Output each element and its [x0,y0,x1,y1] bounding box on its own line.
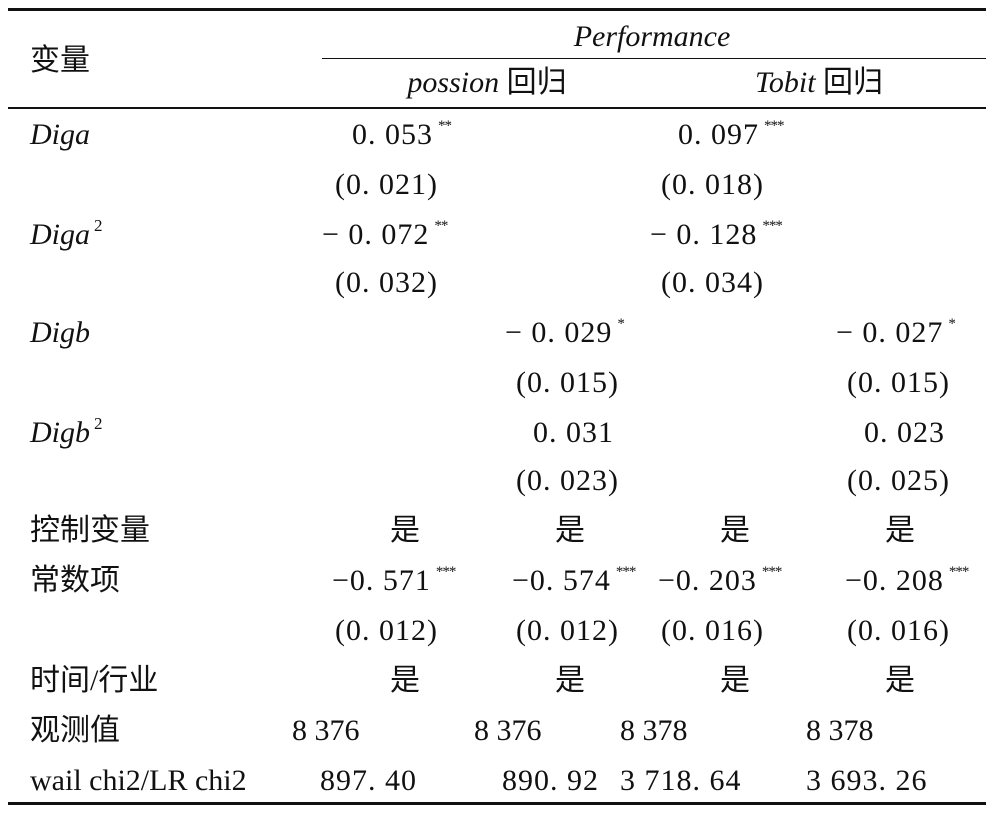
cell-chi2-c4: 3 693. 26 [806,764,928,797]
digb-c2-value: − 0. 029 [505,316,613,349]
cell-diga-c3: 0. 097 *** [678,118,784,157]
cell-time-c2: 是 [555,664,585,697]
cell-digb-se-c4: (0. 015) [847,366,950,399]
row-label-diga: Diga [30,118,90,151]
performance-header: Performance [573,20,731,53]
cell-diga-se-c3: (0. 018) [661,168,764,201]
cell-controls-c4: 是 [885,514,915,547]
diga-c1-value: 0. 053 [352,118,433,151]
diga2-c3-stars: *** [762,218,782,234]
diga2-label: Diga [30,218,90,251]
row-label-diga2: Diga 2 [30,216,103,256]
diga-c3-value: 0. 097 [678,118,759,151]
bottom-rule [8,802,986,805]
const-c4-stars: *** [948,564,969,580]
diga-c3-stars: *** [764,118,784,134]
diga2-c1-value: − 0. 072 [322,218,430,251]
cell-diga2-c1: − 0. 072 ** [322,218,448,257]
cell-const-se-c4: (0. 016) [847,614,950,647]
row-label-controls: 控制变量 [30,514,150,547]
row-label-time-industry: 时间/行业 [30,664,159,697]
cell-diga-se-c1: (0. 021) [335,168,438,201]
cell-controls-c3: 是 [720,514,750,547]
cell-diga2-c3: − 0. 128 *** [650,218,783,257]
digb2-superscript: 2 [94,414,103,433]
const-c2-stars: *** [615,564,636,580]
cell-const-se-c3: (0. 016) [661,614,764,647]
cell-const-c2: −0. 574 *** [512,564,636,603]
row-label-digb: Digb [30,316,90,349]
const-c3-value: −0. 203 [658,564,757,597]
cell-chi2-c2: 890. 92 [502,764,599,797]
cell-digb2-se-c4: (0. 025) [847,464,950,497]
cell-diga2-se-c3: (0. 034) [661,266,764,299]
cell-obs-c1: 8 376 [292,714,360,747]
group-rule [322,58,986,59]
digb-c4-value: − 0. 027 [836,316,944,349]
const-c4-value: −0. 208 [845,564,944,597]
cell-const-c3: −0. 203 *** [658,564,782,603]
digb-c2-stars: * [617,316,624,332]
cell-digb-c4: − 0. 027 * [836,316,956,355]
cell-controls-c1: 是 [390,514,420,547]
cell-chi2-c3: 3 718. 64 [620,764,742,797]
cell-const-se-c1: (0. 012) [335,614,438,647]
const-c1-stars: *** [435,564,456,580]
cell-digb2-c4: 0. 023 [864,416,945,449]
top-rule [8,8,986,11]
tobit-suffix: 回归 [823,66,884,99]
const-c2-value: −0. 574 [512,564,611,597]
variable-header: 变量 [30,44,90,77]
cell-obs-c2: 8 376 [474,714,542,747]
const-c1-value: −0. 571 [332,564,431,597]
diga2-superscript: 2 [94,216,103,235]
cell-diga2-se-c1: (0. 032) [335,266,438,299]
cell-time-c1: 是 [390,664,420,697]
cell-digb-se-c2: (0. 015) [516,366,619,399]
row-label-constant: 常数项 [30,564,120,597]
cell-diga-c1: 0. 053 ** [352,118,452,157]
row-label-digb2: Digb 2 [30,414,103,454]
possion-header: possion 回归 [407,66,566,100]
cell-digb-c2: − 0. 029 * [505,316,625,355]
cell-const-c4: −0. 208 *** [845,564,969,603]
diga-c1-stars: ** [438,118,452,134]
diga2-c1-stars: ** [434,218,448,234]
cell-obs-c4: 8 378 [806,714,874,747]
cell-chi2-c1: 897. 40 [320,764,417,797]
row-label-chi2: wail chi2/LR chi2 [30,764,247,797]
cell-const-se-c2: (0. 012) [516,614,619,647]
tobit-model-name: Tobit [754,66,816,99]
row-label-observations: 观测值 [30,714,120,747]
cell-controls-c2: 是 [555,514,585,547]
digb2-label: Digb [30,416,90,449]
possion-model-name: possion [407,66,500,99]
digb-c4-stars: * [948,316,955,332]
cell-digb2-se-c2: (0. 023) [516,464,619,497]
cell-const-c1: −0. 571 *** [332,564,456,603]
cell-time-c4: 是 [885,664,915,697]
cell-obs-c3: 8 378 [620,714,688,747]
const-c3-stars: *** [761,564,782,580]
cell-time-c3: 是 [720,664,750,697]
diga2-c3-value: − 0. 128 [650,218,758,251]
tobit-header: Tobit 回归 [755,66,883,100]
possion-suffix: 回归 [506,66,567,99]
header-rule [8,107,986,109]
cell-digb2-c2: 0. 031 [533,416,614,449]
